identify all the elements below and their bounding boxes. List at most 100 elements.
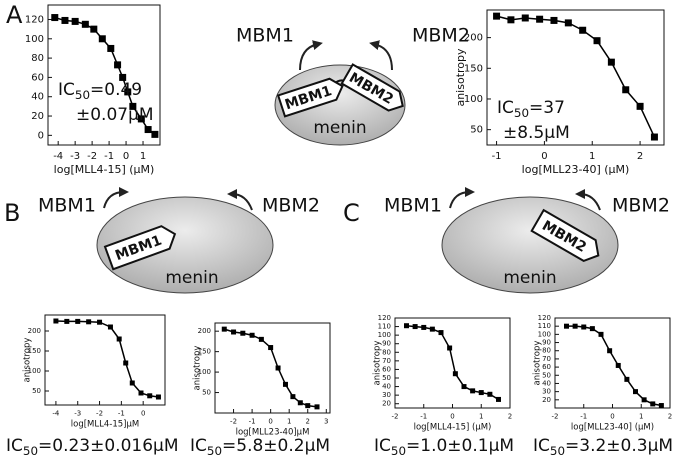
x-tick-label: 1 — [140, 151, 146, 162]
y-tick-label: 120 — [25, 14, 44, 25]
x-tick-label: 2 — [668, 412, 672, 420]
y-tick-label: 110 — [538, 322, 551, 330]
y-tick-label: 100 — [198, 368, 211, 376]
arrow — [227, 189, 253, 211]
x-tick-label: 0 — [610, 412, 614, 420]
arrow — [575, 189, 601, 211]
data-point — [421, 324, 427, 330]
x-tick-label: -3 — [74, 409, 81, 417]
data-point — [615, 362, 621, 368]
plot-frame — [554, 317, 671, 409]
ic50-prefix: IC — [58, 80, 75, 100]
data-point — [572, 323, 578, 329]
x-tick-label: 1 — [639, 412, 643, 420]
data-point — [579, 26, 587, 34]
y-tick-label: 100 — [538, 330, 551, 338]
data-point — [633, 389, 638, 395]
diagram-b: MBM1 MBM2 MBM1 menin — [38, 187, 320, 294]
mbm-label: MBM1 — [384, 195, 442, 217]
data-point — [650, 401, 656, 407]
data-point — [536, 15, 544, 23]
data-point — [258, 336, 264, 342]
y-axis-label: anisotropy — [372, 341, 382, 386]
data-point — [636, 102, 644, 110]
x-tick-label: 0 — [141, 409, 145, 417]
data-point — [124, 88, 132, 96]
panel-label: A — [6, 1, 23, 29]
data-point — [624, 376, 630, 382]
data-point — [275, 365, 281, 371]
data-point — [144, 126, 152, 134]
ic50-label: IC50=37 — [497, 98, 565, 120]
data-point — [90, 25, 98, 33]
ic50-value: =37 — [529, 98, 565, 118]
y-tick-label: 60 — [382, 365, 391, 373]
y-tick-label: 120 — [378, 314, 391, 322]
x-tick-label: -4 — [53, 151, 63, 162]
y-tick-label: 100 — [464, 94, 483, 105]
mbm-label: MBM2 — [412, 25, 470, 47]
data-point — [129, 102, 137, 110]
data-point — [231, 329, 237, 335]
data-point — [589, 326, 595, 332]
x-axis-label: log[MLL23-40] (μM) — [522, 163, 630, 176]
y-tick-label: 30 — [542, 388, 551, 396]
data-point — [452, 371, 458, 377]
data-point — [151, 130, 159, 138]
y-tick-label: 70 — [542, 355, 551, 363]
ic50-subscript: 50 — [207, 444, 222, 458]
y-tick-label: 100 — [25, 34, 44, 45]
data-point — [429, 326, 435, 332]
x-tick-label: 3 — [324, 417, 328, 425]
data-point — [98, 35, 106, 43]
menin-label: menin — [503, 268, 556, 288]
data-point — [438, 330, 444, 336]
x-tick-label: 1 — [479, 412, 483, 420]
data-point — [290, 394, 296, 400]
data-point — [51, 14, 59, 22]
ic50-prefix: IC — [374, 436, 391, 456]
arrow — [369, 40, 393, 71]
data-point — [658, 403, 664, 409]
x-tick-label: -1 — [580, 412, 587, 420]
ic50-value: =3.2±0.3μM — [565, 436, 673, 456]
data-point — [129, 380, 135, 386]
data-point — [53, 318, 59, 324]
y-tick-label: 60 — [31, 72, 44, 83]
ic50-value: =0.49 — [90, 80, 142, 100]
data-line — [55, 320, 159, 398]
ic50-prefix: IC — [533, 436, 550, 456]
data-point — [461, 384, 467, 390]
y-tick-label: 20 — [382, 400, 391, 408]
y-tick-label: 0 — [38, 130, 44, 141]
y-tick-label: 80 — [542, 347, 551, 355]
data-point — [107, 44, 115, 52]
y-tick-label: 50 — [542, 371, 551, 379]
x-tick-label: -2 — [96, 409, 103, 417]
data-point — [297, 400, 303, 406]
x-tick-label: -2 — [230, 417, 237, 425]
ic50-subscript: 50 — [23, 444, 38, 458]
data-point — [147, 393, 153, 399]
y-tick-label: 20 — [31, 111, 44, 122]
data-line — [566, 325, 662, 407]
data-point — [598, 331, 604, 337]
data-point — [607, 348, 613, 354]
panel-label: C — [343, 199, 360, 227]
ic50-error: ±0.07μM — [76, 105, 154, 125]
data-point — [496, 396, 501, 402]
y-tick-label: 90 — [382, 340, 391, 348]
y-tick-label: 80 — [31, 53, 44, 64]
x-tick-label: -1 — [492, 151, 502, 162]
x-tick-label: 0 — [123, 151, 129, 162]
data-point — [155, 394, 161, 400]
y-tick-label: 40 — [542, 379, 551, 387]
y-tick-label: 60 — [542, 363, 551, 371]
data-point — [593, 37, 601, 45]
ic50-prefix: IC — [190, 436, 207, 456]
motif-box — [530, 208, 600, 262]
ic50-subscript: 50 — [391, 444, 406, 458]
y-tick-label: 50 — [470, 125, 483, 136]
y-tick-label: 50 — [382, 374, 391, 382]
